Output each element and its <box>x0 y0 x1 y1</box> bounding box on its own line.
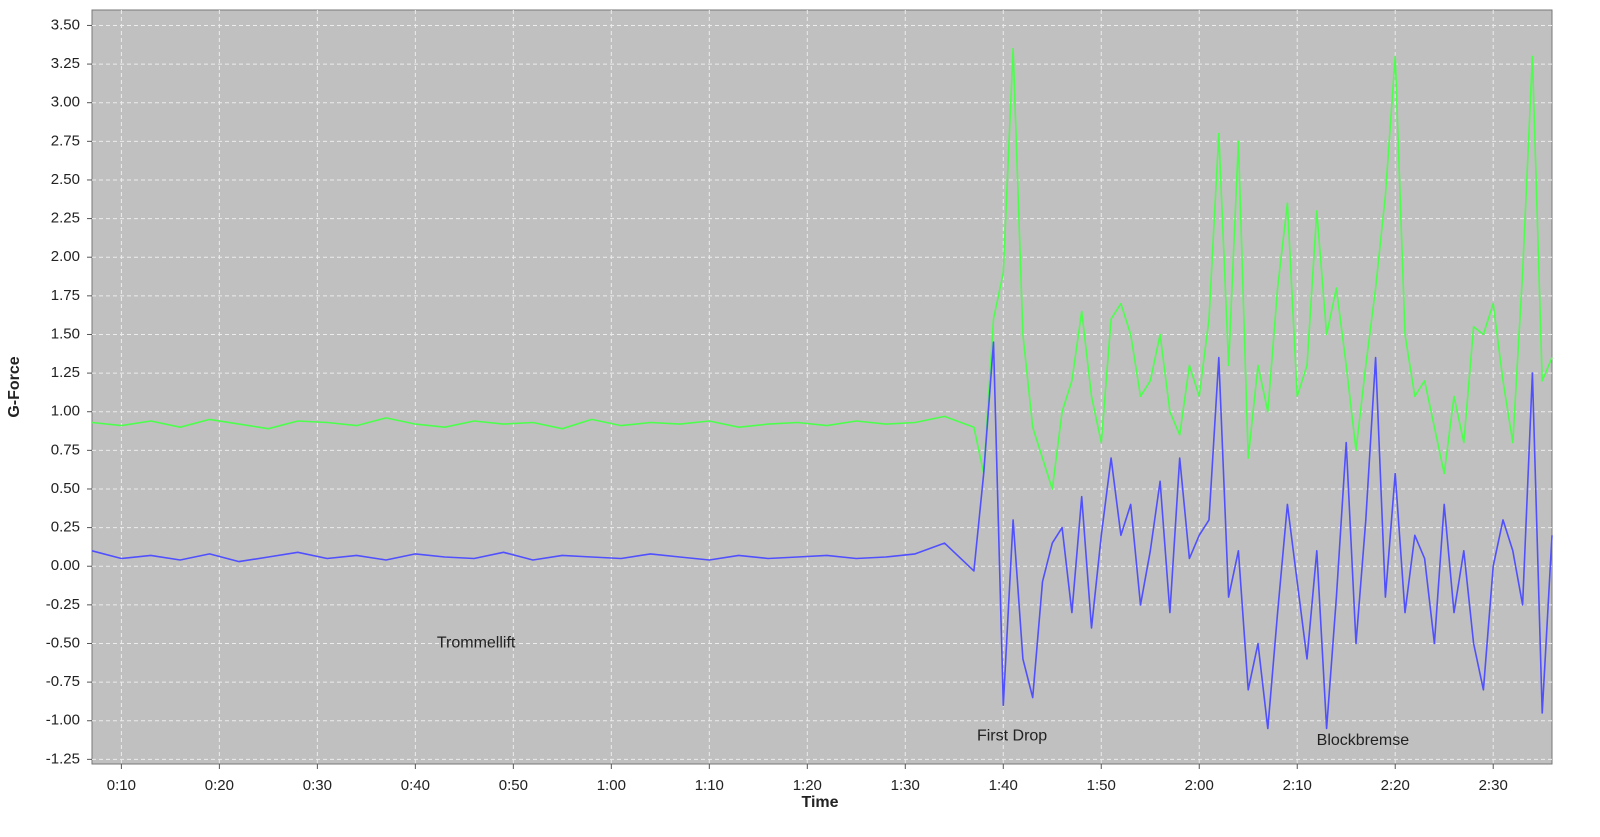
y-tick-label: -1.00 <box>46 712 80 729</box>
x-tick-label: 1:30 <box>891 777 920 794</box>
series-line <box>91 47 1553 490</box>
x-tick-label: 1:00 <box>597 777 626 794</box>
y-tick-label: 1.25 <box>51 364 80 381</box>
y-tick-label: 0.25 <box>51 519 80 536</box>
x-tick-label: 1:40 <box>989 777 1018 794</box>
x-tick-label: 0:40 <box>401 777 430 794</box>
y-tick-label: 3.50 <box>51 16 80 33</box>
x-axis-label: Time <box>801 794 838 811</box>
y-tick-label: 2.75 <box>51 132 80 149</box>
y-axis-label: G-Force <box>6 356 23 417</box>
x-tick-label: 2:10 <box>1283 777 1312 794</box>
x-tick-label: 2:20 <box>1381 777 1410 794</box>
y-tick-label: 3.00 <box>51 94 80 111</box>
y-tick-label: 2.25 <box>51 210 80 227</box>
annotation: First Drop <box>977 727 1047 744</box>
y-tick-label: 3.25 <box>51 55 80 72</box>
y-tick-label: 0.00 <box>51 557 80 574</box>
y-tick-label: 1.75 <box>51 287 80 304</box>
y-tick-label: -0.25 <box>46 596 80 613</box>
x-tick-label: 2:00 <box>1185 777 1214 794</box>
y-tick-label: 0.50 <box>51 480 80 497</box>
x-tick-label: 1:10 <box>695 777 724 794</box>
series-line <box>91 341 1553 730</box>
x-tick-label: 0:20 <box>205 777 234 794</box>
y-tick-label: -1.25 <box>46 750 80 767</box>
x-tick-label: 2:30 <box>1479 777 1508 794</box>
annotation: Trommellift <box>437 635 516 652</box>
annotation: Blockbremse <box>1317 732 1410 749</box>
y-tick-label: 2.50 <box>51 171 80 188</box>
y-tick-label: -0.50 <box>46 634 80 651</box>
y-tick-label: 0.75 <box>51 441 80 458</box>
y-tick-label: 1.50 <box>51 325 80 342</box>
x-tick-label: 0:30 <box>303 777 332 794</box>
x-tick-label: 1:50 <box>1087 777 1116 794</box>
y-tick-label: 2.00 <box>51 248 80 265</box>
x-tick-label: 0:50 <box>499 777 528 794</box>
x-tick-label: 1:20 <box>793 777 822 794</box>
y-tick-label: 1.00 <box>51 403 80 420</box>
y-tick-label: -0.75 <box>46 673 80 690</box>
x-tick-label: 0:10 <box>107 777 136 794</box>
